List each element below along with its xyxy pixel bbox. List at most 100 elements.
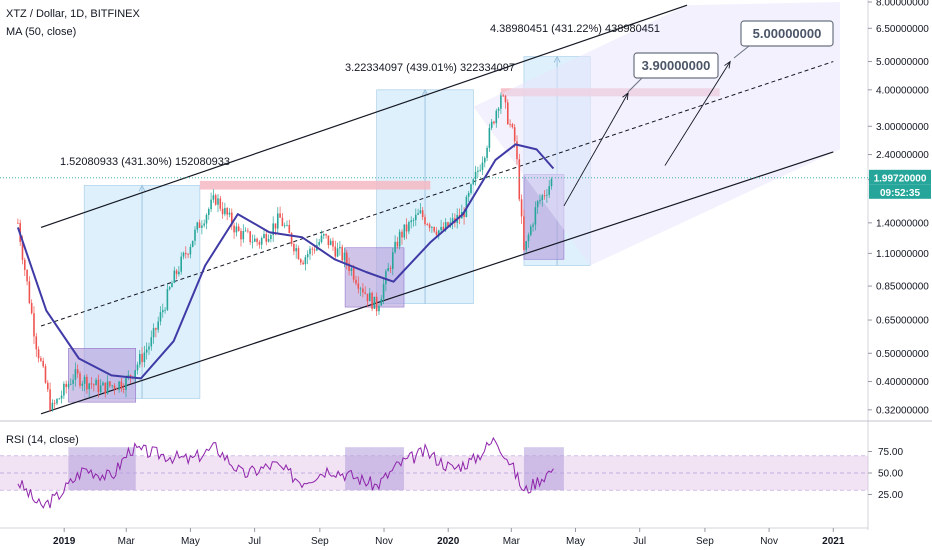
candle-body [343, 252, 346, 261]
candle-body [210, 199, 212, 210]
candle-body [442, 226, 445, 231]
rsi-highlight-box [345, 447, 405, 491]
candle-body [350, 268, 353, 271]
candle-body [322, 234, 325, 236]
candle-body [198, 222, 201, 228]
candle-body [42, 360, 44, 367]
candle-body [95, 379, 97, 386]
candle-body [419, 210, 422, 214]
candle-body [102, 382, 104, 386]
time-tick-label: Jul [633, 536, 646, 547]
candle-body [109, 381, 111, 386]
candle-body [205, 214, 208, 224]
candle-body [504, 95, 507, 103]
candle-body [152, 328, 155, 338]
candle-body [51, 402, 54, 411]
candle-body [437, 230, 440, 235]
candle-body [141, 353, 143, 363]
candle-body [385, 271, 387, 285]
candle-body [534, 207, 537, 225]
candle-body [166, 289, 169, 310]
candle-body [373, 296, 376, 309]
candle-body [428, 224, 431, 228]
projection-arrowhead [622, 92, 629, 101]
time-tick-label: Sep [311, 536, 329, 547]
candle-body [364, 292, 366, 294]
time-tick-label: May [566, 536, 585, 547]
candle-body [391, 252, 394, 270]
candle-body [113, 385, 116, 389]
candle-body [532, 224, 534, 227]
candle-body [520, 199, 523, 217]
candle-body [401, 231, 403, 238]
countdown-value: 09:52:35 [880, 188, 920, 199]
candle-body [233, 225, 235, 233]
candle-body [35, 336, 38, 350]
candle-body [157, 321, 159, 330]
candle-body [164, 309, 166, 311]
candle-body [387, 268, 389, 272]
candle-body [509, 124, 511, 125]
candle-body [182, 252, 185, 257]
target-callout-2-box [740, 20, 834, 47]
candle-body [143, 352, 146, 363]
candle-body [276, 213, 279, 229]
candle-body [33, 313, 35, 337]
time-tick-label: May [181, 536, 200, 547]
candle-body [396, 241, 399, 247]
candle-body [88, 383, 90, 390]
candle-body [371, 292, 373, 309]
last-price-tag [869, 169, 931, 185]
candle-body [279, 213, 281, 218]
candle-body [339, 246, 341, 249]
last-price-value: 1.99720000 [874, 173, 927, 184]
target-callout-2-text: 5.00000000 [753, 26, 822, 41]
candle-body [488, 127, 491, 148]
candle-body [30, 303, 33, 314]
candle-body [336, 248, 339, 257]
price-tick-label: 0.65000000 [876, 316, 929, 327]
candle-body [352, 268, 355, 280]
candle-body [550, 179, 553, 187]
candle-body [332, 240, 334, 247]
time-tick-label: 2020 [437, 536, 460, 547]
candle-body [290, 233, 293, 245]
candle-body [184, 252, 187, 255]
candle-body [258, 242, 261, 245]
candle-body [378, 305, 380, 312]
candle-body [207, 209, 210, 215]
candle-body [304, 257, 307, 265]
candle-body [83, 376, 86, 384]
candle-body [63, 383, 65, 396]
candle-body [375, 296, 378, 312]
candle-body [230, 212, 233, 226]
candle-body [111, 385, 113, 387]
candle-body [214, 195, 217, 205]
rsi-line [17, 436, 554, 509]
candle-body [178, 271, 180, 275]
candle-body [483, 157, 486, 163]
candle-body [541, 195, 544, 201]
price-tick-label: 0.40000000 [876, 377, 929, 388]
candle-body [171, 282, 173, 288]
candle-body [44, 366, 47, 383]
rsi-label: RSI (14, close) [6, 434, 79, 446]
candle-body [175, 270, 178, 275]
target-callout-1-box [633, 52, 719, 79]
candle-body [426, 224, 429, 225]
candle-body [516, 141, 518, 160]
candle-body [161, 310, 164, 313]
candle-body [125, 378, 127, 390]
candle-body [357, 283, 360, 289]
candle-body [65, 383, 67, 388]
candle-body [240, 230, 242, 240]
candle-body [173, 270, 176, 283]
measure-arrowhead [553, 55, 561, 63]
time-tick-label: Nov [375, 536, 393, 547]
measure-arrowhead [138, 184, 146, 192]
candle-body [286, 224, 288, 226]
candle-body [313, 249, 316, 251]
price-tick-label: 8.00000000 [876, 0, 929, 9]
projection-arrow [563, 92, 629, 207]
